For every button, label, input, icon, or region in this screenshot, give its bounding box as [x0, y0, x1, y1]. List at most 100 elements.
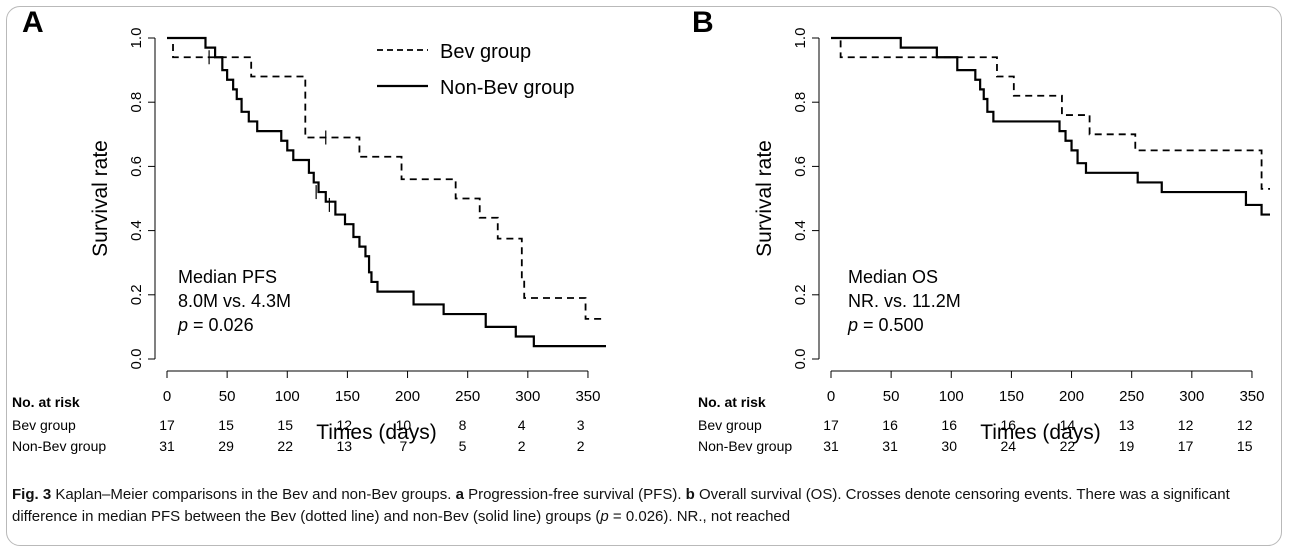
- risk-value: 16: [941, 417, 957, 433]
- risk-value: 17: [823, 417, 839, 433]
- risk-value: 31: [882, 438, 898, 454]
- y-tick-label: 1.0: [792, 28, 809, 49]
- p-italic: p: [847, 315, 858, 335]
- y-tick-label: 0.6: [792, 156, 809, 177]
- risk-value: 19: [1119, 438, 1135, 454]
- risk-value: 17: [159, 417, 175, 433]
- risk-row-label: Bev group: [698, 417, 762, 433]
- y-tick-label: 0.6: [128, 156, 145, 177]
- risk-value: 7: [400, 438, 408, 454]
- risk-value: 13: [337, 438, 353, 454]
- risk-value: 29: [218, 438, 234, 454]
- p-italic: p: [177, 315, 188, 335]
- caption-lead: Fig. 3: [12, 486, 52, 503]
- p-value: = 0.026: [188, 315, 254, 335]
- y-tick-label: 0.2: [792, 284, 809, 305]
- risk-value: 14: [1060, 417, 1076, 433]
- km-curve-nonbev: [831, 36, 1270, 216]
- x-tick-label: 150: [999, 388, 1024, 405]
- risk-value: 10: [396, 417, 412, 433]
- risk-value: 5: [459, 438, 467, 454]
- km-curve-nonbev: [167, 36, 606, 348]
- x-tick-label: 300: [1179, 388, 1204, 405]
- risk-value: 31: [159, 438, 175, 454]
- risk-value: 12: [337, 417, 353, 433]
- y-tick-label: 0.8: [128, 92, 145, 113]
- risk-value: 8: [459, 417, 467, 433]
- caption-a-text: Progression-free survival (PFS).: [463, 486, 686, 503]
- y-tick-label: 1.0: [128, 28, 145, 49]
- caption-b-text: Overall survival (OS). Crosses denote ce…: [12, 486, 1230, 525]
- chart-panel-b: B 0 50 100 150 200 250 300 350 0.0 0.2 0.4 0.6 0.8 1.0…: [692, 6, 1270, 454]
- y-tick-label: 0.4: [128, 220, 145, 241]
- caption-b-letter: b: [685, 486, 695, 503]
- risk-value: 31: [823, 438, 839, 454]
- risk-value: 22: [1060, 438, 1076, 454]
- risk-value: 24: [1001, 438, 1017, 454]
- km-curve-bev: [831, 37, 1270, 190]
- caption-text-1: Kaplan–Meier comparisons in the Bev and …: [51, 486, 456, 503]
- risk-value: 3: [577, 417, 585, 433]
- x-tick-label: 50: [219, 388, 236, 405]
- risk-table-header: No. at risk: [698, 394, 766, 410]
- x-tick-label: 200: [395, 388, 420, 405]
- risk-table-header: No. at risk: [12, 394, 80, 410]
- legend-bev-label: Bev group: [440, 41, 531, 63]
- km-curve-bev: [167, 37, 606, 320]
- risk-row-label: Non-Bev group: [698, 438, 792, 454]
- panel-label: B: [692, 6, 714, 39]
- x-tick-label: 250: [1119, 388, 1144, 405]
- x-tick-label: 250: [455, 388, 480, 405]
- risk-value: 16: [882, 417, 898, 433]
- x-tick-label: 0: [827, 388, 835, 405]
- risk-value: 22: [277, 438, 293, 454]
- panel-label: A: [22, 6, 44, 39]
- x-axis-label: Times (days): [980, 421, 1101, 444]
- y-tick-label: 0.4: [792, 220, 809, 241]
- x-tick-label: 0: [163, 388, 171, 405]
- risk-value: 12: [1237, 417, 1253, 433]
- caption-a-letter: a: [455, 486, 464, 503]
- risk-value: 30: [941, 438, 957, 454]
- risk-value: 12: [1178, 417, 1194, 433]
- median-annotation-title: Median PFS: [178, 267, 277, 287]
- x-axis-label: Times (days): [316, 421, 437, 444]
- y-axis-label: Survival rate: [89, 140, 112, 257]
- caption-tail: = 0.026). NR., not reached: [608, 508, 791, 525]
- caption-p-italic: p: [600, 508, 609, 525]
- risk-value: 17: [1178, 438, 1194, 454]
- risk-value: 15: [218, 417, 234, 433]
- risk-value: 13: [1119, 417, 1135, 433]
- x-tick-label: 50: [883, 388, 900, 405]
- risk-value: 15: [1237, 438, 1253, 454]
- figure-caption: Fig. 3 Kaplan–Meier comparisons in the B…: [12, 484, 1274, 528]
- x-tick-label: 350: [1239, 388, 1264, 405]
- median-annotation-values: NR. vs. 11.2M: [848, 291, 961, 311]
- figure-border: [6, 6, 1282, 546]
- chart-panel-a: A 0 50 100 150 200 250 300 350 0.0 0.2 0.4 0.6 0.8 1.0…: [12, 6, 606, 454]
- y-tick-label: 0.0: [792, 349, 809, 370]
- risk-row-label: Bev group: [12, 417, 76, 433]
- risk-value: 4: [518, 417, 526, 433]
- legend: Bev group Non-Bev group: [377, 41, 575, 99]
- x-tick-label: 100: [275, 388, 300, 405]
- risk-value: 2: [577, 438, 585, 454]
- y-tick-label: 0.2: [128, 284, 145, 305]
- risk-value: 16: [1001, 417, 1017, 433]
- legend-nonbev-label: Non-Bev group: [440, 77, 575, 99]
- median-annotation-title: Median OS: [848, 267, 938, 287]
- p-value: = 0.500: [858, 315, 924, 335]
- p-value-annotation: p = 0.026: [177, 315, 254, 335]
- p-value-annotation: p = 0.500: [847, 315, 924, 335]
- median-annotation-values: 8.0M vs. 4.3M: [178, 291, 291, 311]
- x-tick-label: 150: [335, 388, 360, 405]
- y-axis-label: Survival rate: [753, 140, 776, 257]
- y-tick-label: 0.8: [792, 92, 809, 113]
- x-tick-label: 350: [575, 388, 600, 405]
- x-tick-label: 300: [515, 388, 540, 405]
- y-tick-label: 0.0: [128, 349, 145, 370]
- risk-value: 15: [277, 417, 293, 433]
- x-tick-label: 200: [1059, 388, 1084, 405]
